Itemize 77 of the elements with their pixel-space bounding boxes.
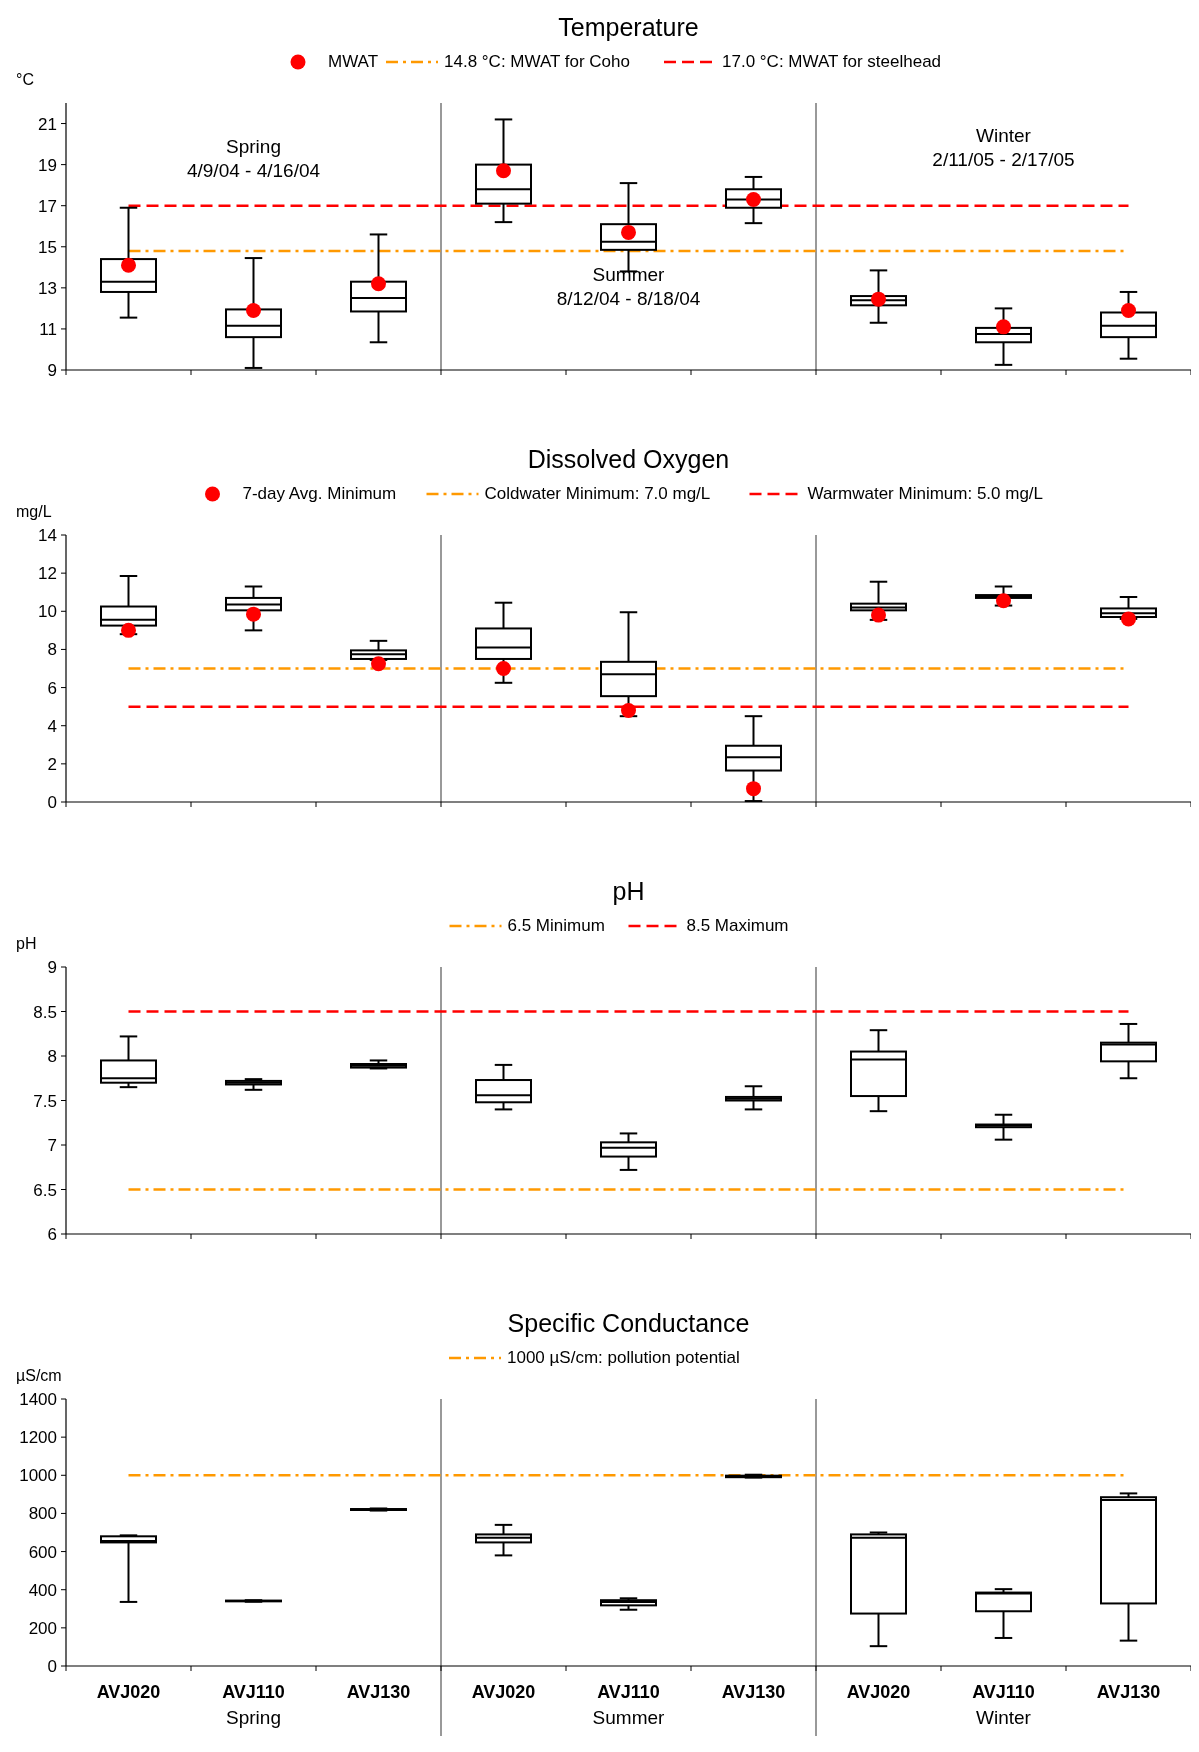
y-tick-label: 0 [47, 793, 57, 812]
legend-label: MWAT [328, 52, 379, 71]
point [871, 291, 886, 307]
y-tick-label: 8.5 [33, 1002, 57, 1022]
legend-label: Warmwater Minimum: 5.0 mg/L [807, 484, 1044, 503]
point [496, 163, 511, 179]
point [621, 702, 636, 718]
y-tick-label: 8 [47, 1047, 57, 1066]
y-tick-label: 0 [47, 1657, 57, 1676]
y-tick-label: 6 [47, 1225, 57, 1244]
legend-label: Coldwater Minimum: 7.0 mg/L [484, 484, 711, 503]
y-tick-label: 17 [38, 196, 57, 216]
annotation: Winter 2/11/05 - 2/17/05 [932, 125, 1075, 171]
y-tick-label: 19 [38, 155, 57, 175]
legend-label: 8.5 Maximum [686, 916, 789, 935]
point [1121, 302, 1136, 318]
chart-title: Temperature [558, 13, 699, 41]
point [871, 607, 886, 623]
point [496, 661, 511, 676]
legend-label: 6.5 Minimum [507, 916, 605, 935]
y-tick-label: 7.5 [33, 1091, 57, 1111]
y-tick-label: 4 [47, 716, 57, 736]
x-tick-label: AVJ020 [471, 1682, 536, 1702]
point [371, 276, 386, 292]
y-tick-label: 14 [38, 526, 57, 545]
annotation: Spring 4/9/04 - 4/16/04 [186, 136, 321, 182]
y-tick-label: 200 [28, 1618, 57, 1638]
legend-label: 1000 µS/cm: pollution potential [507, 1348, 740, 1367]
x-tick-label: AVJ020 [846, 1682, 911, 1702]
y-axis-title: pH [16, 935, 37, 952]
y-tick-label: 600 [28, 1542, 57, 1562]
y-tick-label: 400 [28, 1580, 57, 1600]
y-tick-label: 9 [47, 958, 57, 977]
y-tick-label: 7 [47, 1136, 57, 1155]
x-tick-label: AVJ020 [96, 1682, 161, 1702]
text: Winter [976, 1707, 1032, 1728]
y-tick-label: 800 [28, 1504, 57, 1524]
y-tick-label: 1400 [19, 1390, 57, 1409]
y-tick-label: 1200 [19, 1428, 57, 1448]
y-axis-title: °C [16, 71, 34, 88]
y-tick-label: 9 [47, 361, 57, 380]
y-axis-title: mg/L [16, 503, 52, 520]
point [121, 257, 136, 273]
y-tick-label: 6.5 [33, 1180, 57, 1200]
legend-label: 17.0 °C: MWAT for steelhead [722, 52, 942, 71]
point [1121, 611, 1136, 627]
point [246, 302, 261, 318]
annotation: Summer 8/12/04 - 8/18/04 [556, 264, 701, 310]
chart-title: Dissolved Oxygen [527, 445, 730, 473]
legend-label: 14.8 °C: MWAT for Coho [444, 52, 630, 71]
y-tick-label: 21 [38, 114, 57, 134]
text: Summer [592, 1707, 666, 1728]
point [996, 593, 1011, 609]
x-tick-label: AVJ130 [721, 1682, 786, 1702]
legend-label: 7-day Avg. Minimum [242, 484, 397, 503]
y-tick-label: 11 [39, 319, 57, 339]
point [371, 656, 386, 672]
chart-title: Specific Conductance [507, 1309, 750, 1337]
text: Spring [226, 1707, 281, 1728]
x-tick-label: AVJ130 [1096, 1682, 1161, 1702]
y-tick-label: 1000 [19, 1466, 57, 1486]
y-tick-label: 15 [38, 237, 57, 257]
y-tick-label: 8 [47, 640, 57, 660]
point [121, 622, 136, 638]
y-tick-label: 6 [47, 678, 57, 698]
point [246, 606, 261, 622]
y-tick-label: 2 [47, 754, 57, 774]
y-tick-label: 13 [38, 278, 57, 298]
y-axis-title: µS/cm [16, 1367, 62, 1384]
y-tick-label: 12 [38, 564, 57, 584]
x-tick-label: AVJ110 [597, 1682, 660, 1702]
x-tick-label: AVJ130 [346, 1682, 411, 1702]
chart-title: pH [612, 877, 645, 905]
y-tick-label: 10 [38, 602, 57, 622]
point [746, 781, 761, 797]
x-tick-label: AVJ110 [222, 1682, 285, 1702]
x-tick-label: AVJ110 [972, 1682, 1035, 1702]
